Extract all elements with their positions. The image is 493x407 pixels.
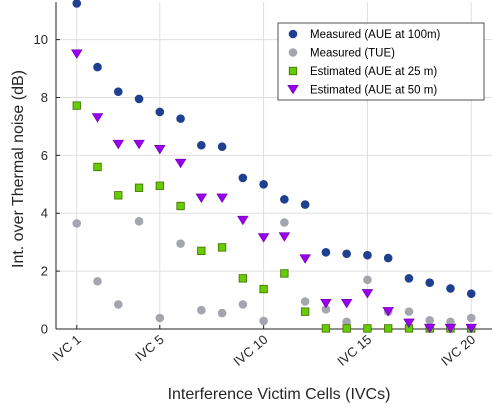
point-estimated-aue-at-50-m [423,323,436,334]
point-estimated-aue-at-25-m [238,274,248,283]
point-estimated-aue-at-50-m [403,318,415,329]
point-measured-aue-at-100m [93,62,102,72]
point-measured-aue-at-100m [466,289,476,298]
point-measured-tue [93,276,102,286]
y-tick-label: 8 [41,90,48,105]
point-estimated-aue-at-25-m [363,324,372,333]
point-estimated-aue-at-50-m [361,289,374,299]
point-estimated-aue-at-25-m [114,191,123,200]
point-estimated-aue-at-25-m [300,307,310,316]
point-measured-aue-at-100m [155,107,165,117]
point-measured-tue [363,275,372,285]
point-measured-aue-at-100m [321,248,331,257]
point-measured-aue-at-100m [259,180,268,189]
point-estimated-aue-at-50-m [257,233,270,243]
point-estimated-aue-at-50-m [444,323,457,334]
point-estimated-aue-at-25-m [155,181,164,190]
point-measured-tue [197,305,206,315]
point-measured-aue-at-100m [300,200,310,209]
point-measured-tue [217,308,227,318]
point-estimated-aue-at-50-m [112,139,125,150]
point-measured-aue-at-100m [134,94,144,104]
point-measured-aue-at-100m [280,195,289,204]
point-estimated-aue-at-50-m [299,254,311,264]
y-tick-label: 4 [41,206,48,221]
point-estimated-aue-at-50-m [216,193,228,204]
y-axis-label: Int. over Thermal noise (dB) [10,70,27,268]
point-measured-tue [259,316,268,326]
point-measured-tue [300,297,310,306]
point-measured-aue-at-100m [425,278,435,287]
point-measured-tue [134,217,144,226]
point-measured-aue-at-100m [113,87,123,97]
point-measured-tue [342,317,351,327]
legend: Measured (AUE at 100m) Measured (TUE) Esti… [277,22,485,101]
point-estimated-aue-at-25-m [384,324,393,333]
point-estimated-aue-at-50-m [237,215,249,226]
point-estimated-aue-at-25-m [72,101,81,110]
point-estimated-aue-at-25-m [280,269,289,278]
point-measured-tue [155,313,165,323]
x-axis-label: Interference Victim Cells (IVCs) [168,386,391,403]
y-tick-label: 6 [41,148,48,163]
point-measured-aue-at-100m [383,253,393,263]
point-measured-tue [176,239,185,248]
point-measured-aue-at-100m [72,0,82,8]
legend-label: Measured (AUE at 100m) [310,29,441,41]
point-estimated-aue-at-50-m [71,49,83,59]
point-estimated-aue-at-25-m [217,243,227,252]
point-measured-aue-at-100m [176,114,185,123]
y-tick-label: 0 [41,322,48,337]
point-estimated-aue-at-50-m [320,298,332,309]
point-measured-aue-at-100m [363,250,372,260]
point-estimated-aue-at-50-m [278,232,291,242]
legend-marker-estimated-aue-at-25-m [288,66,298,76]
point-measured-aue-at-100m [404,274,414,283]
y-tick-label: 2 [41,264,48,279]
point-estimated-aue-at-25-m [197,246,206,256]
point-measured-aue-at-100m [197,140,206,150]
point-estimated-aue-at-50-m [340,298,353,309]
point-measured-tue [321,305,331,314]
point-estimated-aue-at-25-m [259,284,268,294]
point-measured-aue-at-100m [446,284,455,293]
legend-label: Measured (TUE) [310,48,395,60]
point-measured-tue [404,307,414,316]
y-tick-label: 10 [34,32,48,47]
point-estimated-aue-at-50-m [133,139,145,150]
point-measured-aue-at-100m [342,249,351,259]
point-estimated-aue-at-50-m [174,158,187,169]
point-measured-aue-at-100m [238,173,248,183]
point-estimated-aue-at-50-m [195,193,208,204]
legend-box [277,22,485,101]
legend-marker-estimated-aue-at-50-m [287,84,299,95]
point-estimated-aue-at-50-m [465,323,477,334]
point-measured-tue [425,316,435,325]
point-measured-tue [280,218,289,227]
legend-marker-measured-aue-at-100m [288,29,298,39]
point-estimated-aue-at-50-m [382,307,394,317]
point-estimated-aue-at-50-m [91,113,104,123]
point-estimated-aue-at-50-m [154,145,166,155]
legend-label: Estimated (AUE at 25 m) [310,66,437,78]
point-estimated-aue-at-25-m [321,324,331,333]
legend-marker-measured-tue [288,48,298,57]
data-points [71,0,477,334]
point-measured-tue [466,313,476,323]
point-estimated-aue-at-25-m [176,201,185,211]
point-measured-aue-at-100m [217,142,227,151]
legend-label: Estimated (AUE at 50 m) [310,85,437,97]
point-estimated-aue-at-25-m [134,183,144,192]
point-measured-tue [113,300,123,309]
point-measured-tue [72,219,82,228]
point-estimated-aue-at-25-m [342,324,351,333]
point-measured-tue [238,300,248,309]
point-estimated-aue-at-25-m [93,162,102,172]
